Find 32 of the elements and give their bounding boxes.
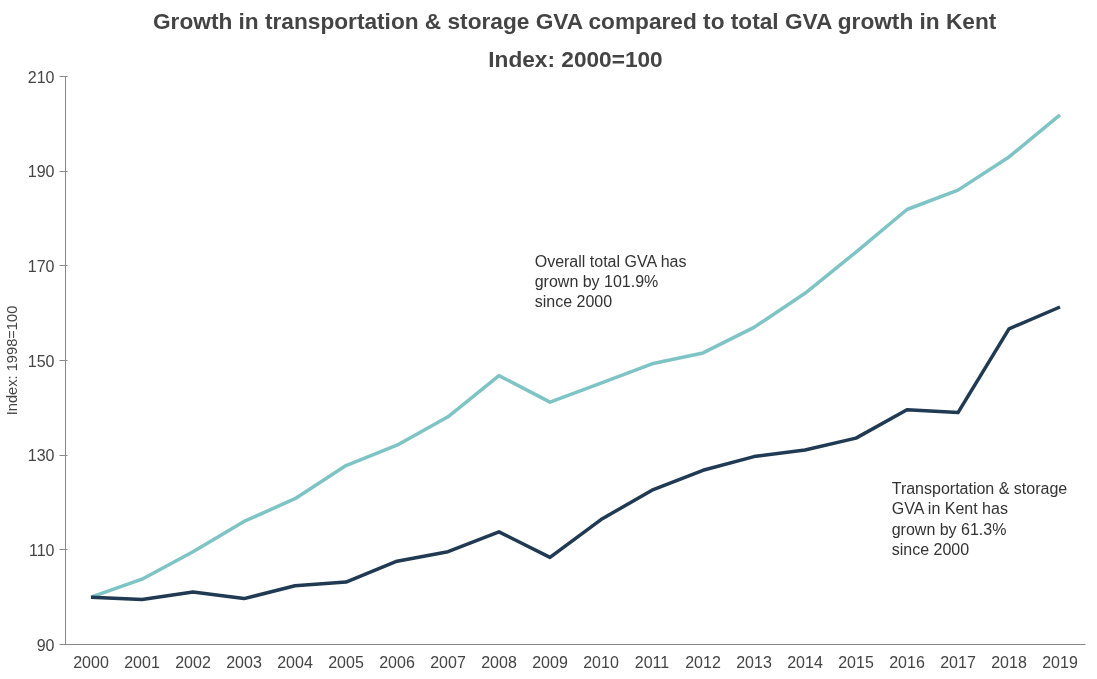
chart-subtitle: Index: 2000=100 (488, 45, 663, 72)
x-tick-label: 2008 (481, 653, 517, 671)
x-tick-label: 2001 (124, 653, 160, 671)
x-tick-label: 2005 (328, 653, 364, 671)
y-tick-label: 150 (27, 352, 55, 370)
x-tick-label: 2010 (583, 653, 619, 671)
x-tick-label: 2006 (379, 653, 415, 671)
x-tick-label: 2014 (787, 653, 823, 671)
x-tick-label: 2003 (226, 653, 262, 671)
x-tick-label: 2018 (991, 653, 1027, 671)
y-tick-label: 190 (27, 163, 55, 181)
y-tick-label: 90 (36, 636, 55, 654)
y-tick-label: 130 (27, 447, 55, 465)
x-tick-label: 2019 (1042, 653, 1078, 671)
annotation: Transportation & storage GVA in Kent has grown by 61.3% since 2000 (891, 479, 1068, 558)
x-tick-label: 2004 (277, 653, 313, 671)
x-tick-label: 2009 (532, 653, 568, 671)
x-tick-label: 2012 (685, 653, 721, 671)
x-tick-label: 2015 (838, 653, 874, 671)
annotation: Overall total GVA has grown by 101.9% since 2000 (534, 252, 687, 311)
x-tick-label: 2000 (73, 653, 109, 671)
x-tick-label: 2016 (889, 653, 925, 671)
y-axis-title: Index: 1998=100 (3, 305, 20, 416)
x-tick-label: 2011 (634, 653, 670, 671)
y-tick-label: 210 (27, 68, 55, 86)
x-tick-label: 2007 (430, 653, 466, 671)
x-tick-label: 2017 (940, 653, 976, 671)
x-tick-label: 2013 (736, 653, 772, 671)
y-tick-label: 170 (27, 257, 55, 275)
y-tick-label: 110 (28, 541, 55, 559)
chart-title: Growth in transportation & storage GVA compared to total GVA growth in Kent (152, 7, 997, 34)
x-tick-label: 2002 (175, 653, 211, 671)
